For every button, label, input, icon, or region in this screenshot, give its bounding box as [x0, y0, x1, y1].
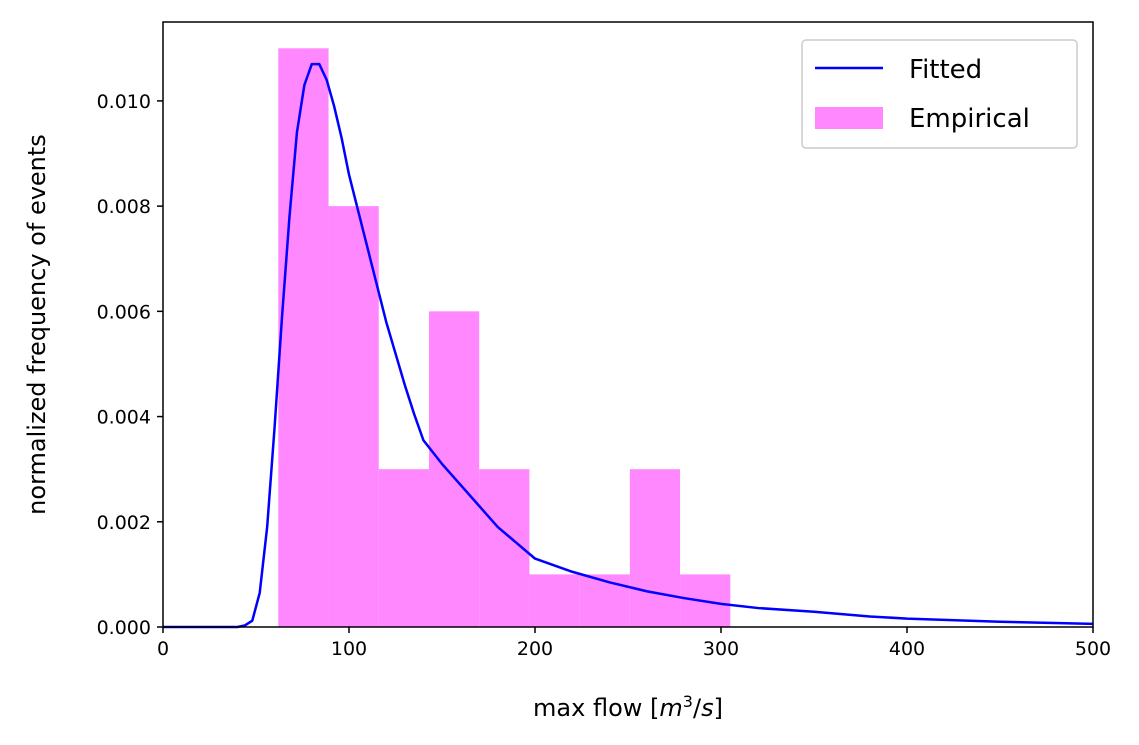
legend: Fitted Empirical: [801, 39, 1078, 149]
x-tick-label: 400: [889, 638, 925, 660]
fitted-line: [163, 62, 1094, 629]
y-tick-label: 0.008: [97, 196, 151, 218]
plot-frame: [162, 21, 1094, 628]
fitted-line-layer: [163, 62, 1094, 629]
histogram-bar: [428, 311, 480, 627]
x-axis: 0 100 200 300 400 500: [157, 627, 1111, 660]
histogram-bar: [328, 206, 379, 627]
y-tick-label: 0.006: [97, 301, 151, 323]
histogram-bar: [278, 48, 329, 628]
x-axis-label: max flow [m3/s]: [533, 692, 723, 723]
legend-label-fitted: Fitted: [909, 55, 982, 85]
legend-label-empirical: Empirical: [909, 104, 1030, 134]
histogram-bar: [579, 574, 630, 627]
y-tick-label: 0.000: [97, 617, 151, 639]
x-tick-label: 100: [331, 638, 367, 660]
histogram-bar: [378, 469, 429, 627]
histogram-bar: [629, 469, 681, 627]
y-axis: 0.000 0.002 0.004 0.006 0.008 0.010: [97, 91, 163, 639]
legend-swatch-empirical: [815, 107, 883, 129]
y-tick-label: 0.004: [97, 407, 151, 429]
x-tick-label: 200: [517, 638, 553, 660]
histogram-bar: [529, 574, 580, 627]
y-tick-label: 0.010: [97, 91, 151, 113]
x-tick-label: 300: [703, 638, 739, 660]
x-tick-label: 500: [1075, 638, 1111, 660]
y-tick-label: 0.002: [97, 512, 151, 534]
histogram-bars: [278, 48, 731, 628]
x-tick-label: 0: [157, 638, 169, 660]
y-axis-label: normalized frequency of events: [23, 134, 51, 515]
